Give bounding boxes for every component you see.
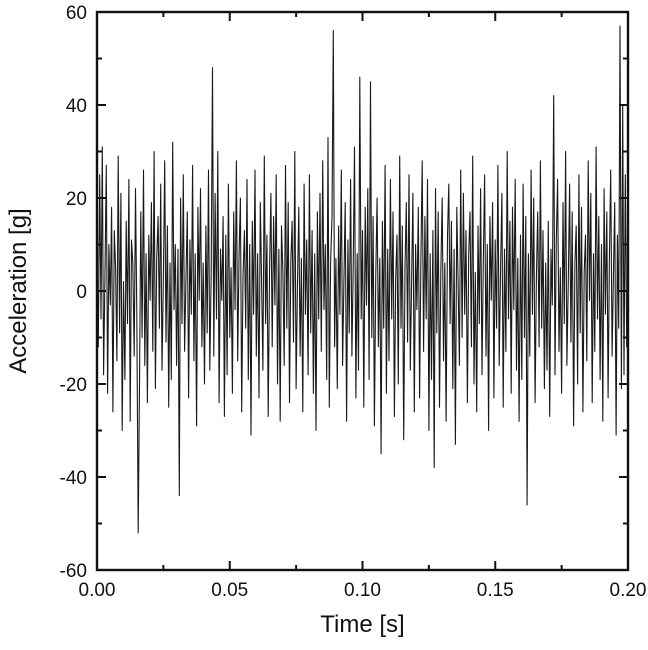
tick-label: -40 [60, 468, 87, 489]
tick-label: 0.00 [79, 580, 116, 601]
tick-label: 0.20 [610, 580, 647, 601]
ticks [96, 11, 629, 571]
tick-label: -20 [60, 375, 87, 396]
tick-labels: 0.00 0.05 0.10 0.15 0.20 -60 -40 -20 0 20 40 60 [60, 3, 647, 601]
tick-label: -60 [60, 561, 87, 582]
tick-label: 0.05 [211, 580, 248, 601]
signal-line [96, 25, 628, 534]
tick-label: 0 [76, 282, 87, 303]
tick-label: 0.10 [344, 580, 381, 601]
tick-label: 0.15 [477, 580, 514, 601]
y-axis-label: Acceleration [g] [5, 208, 32, 373]
tick-label: 60 [66, 3, 87, 24]
tick-label: 20 [66, 189, 87, 210]
tick-label: 40 [66, 96, 87, 117]
x-axis-label: Time [s] [320, 611, 404, 638]
